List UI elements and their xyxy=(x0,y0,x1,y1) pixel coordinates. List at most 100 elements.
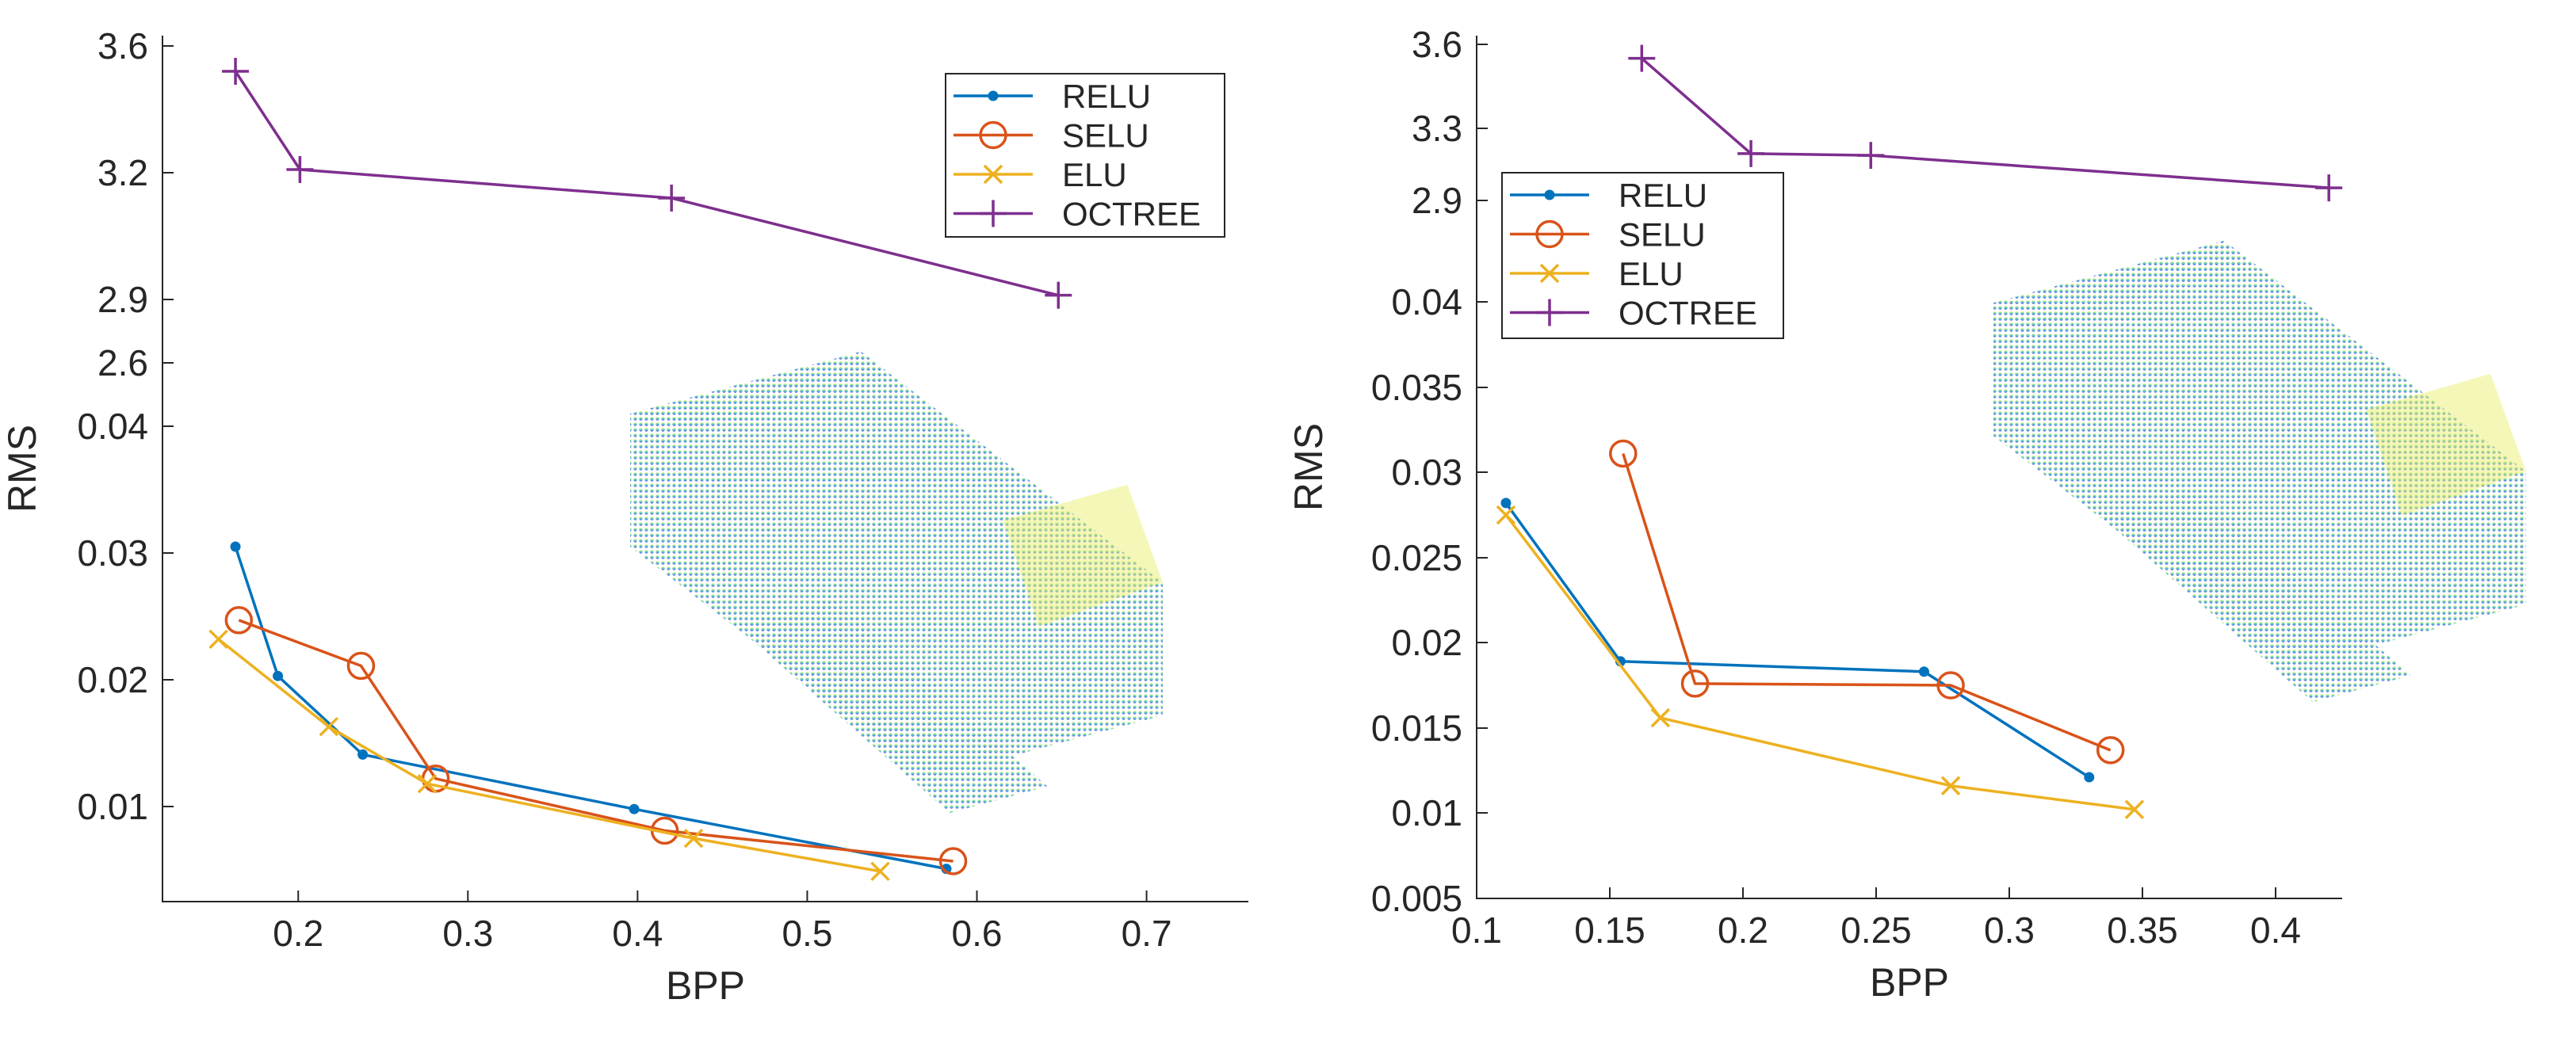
legend-label-elu: ELU xyxy=(1062,156,1127,193)
data-point-relu xyxy=(230,541,241,552)
y-tick-label: 0.01 xyxy=(1391,792,1462,833)
point-cloud-inset-1 xyxy=(1993,240,2526,703)
y-tick-label: 0.02 xyxy=(77,659,148,700)
legend-label-octree: OCTREE xyxy=(1619,295,1757,332)
legend-entry-octree: OCTREE xyxy=(954,196,1201,233)
data-point-selu xyxy=(1609,439,1638,468)
series-octree xyxy=(222,58,1072,309)
data-point-elu xyxy=(1496,505,1516,525)
legend-entry-relu: RELU xyxy=(1510,177,1707,214)
x-tick-label: 0.6 xyxy=(952,913,1003,954)
legend-label-elu: ELU xyxy=(1619,255,1684,292)
x-tick-label: 0.35 xyxy=(2107,910,2178,951)
data-point-octree xyxy=(1045,281,1072,309)
legend-marker-selu xyxy=(1535,219,1564,249)
series-octree xyxy=(1628,44,2343,202)
data-point-relu xyxy=(629,803,640,814)
data-point-selu xyxy=(224,606,254,635)
x-tick-label: 0.4 xyxy=(612,913,663,954)
y-tick-label: 0.04 xyxy=(77,406,148,447)
point-cloud-shelf xyxy=(736,600,1048,814)
point-cloud-side xyxy=(2366,373,2526,516)
x-tick-label: 0.3 xyxy=(1984,910,2035,951)
point-cloud-back xyxy=(630,351,888,445)
legend-marker-elu xyxy=(983,164,1003,185)
x-tick-label: 0.2 xyxy=(273,913,323,954)
data-point-relu xyxy=(1500,498,1512,509)
legend-marker-elu xyxy=(1539,263,1560,284)
legend-entry-selu: SELU xyxy=(954,117,1149,154)
y-tick-label: 2.6 xyxy=(97,342,148,383)
series-line-selu xyxy=(238,619,954,863)
y-tick-label: 0.015 xyxy=(1371,707,1462,749)
legend-label-octree: OCTREE xyxy=(1062,196,1201,233)
data-point-elu xyxy=(208,629,228,650)
point-cloud-back xyxy=(1993,240,2251,334)
legend-marker-selu xyxy=(979,120,1007,150)
x-axis-label: BPP xyxy=(666,963,745,1008)
legend-entry-octree: OCTREE xyxy=(1510,295,1757,332)
x-tick-label: 0.1 xyxy=(1451,910,1502,951)
data-point-selu xyxy=(938,847,968,875)
data-point-octree xyxy=(1857,142,1885,170)
data-point-selu xyxy=(2096,736,2125,765)
legend-marker-octree xyxy=(1536,299,1563,326)
legend-label-selu: SELU xyxy=(1062,117,1149,154)
series-line-octree xyxy=(1641,57,2329,189)
y-tick-label: 3.6 xyxy=(97,25,148,67)
y-tick-label: 2.9 xyxy=(97,279,148,320)
legend-marker-relu xyxy=(988,90,999,101)
y-tick-label: 0.025 xyxy=(1371,537,1462,578)
y-tick-label: 3.2 xyxy=(97,152,148,193)
data-point-relu xyxy=(357,749,369,760)
point-cloud-side xyxy=(1003,484,1163,627)
y-tick-label: 2.9 xyxy=(1412,180,1462,221)
legend-marker-relu xyxy=(1544,189,1555,200)
data-point-octree xyxy=(286,156,314,183)
data-point-octree xyxy=(658,185,686,212)
legend-entry-selu: SELU xyxy=(1510,216,1706,254)
series-line-octree xyxy=(234,71,1059,297)
x-tick-label: 0.4 xyxy=(2250,910,2301,951)
y-tick-label: 3.6 xyxy=(1412,24,1462,65)
y-axis-label: RMS xyxy=(1286,423,1331,511)
data-point-octree xyxy=(222,58,250,85)
series-line-relu xyxy=(1504,502,2090,779)
x-tick-label: 0.15 xyxy=(1574,910,1645,951)
data-point-octree xyxy=(2315,174,2343,202)
data-point-elu xyxy=(2124,799,2145,819)
legend-marker-octree xyxy=(980,200,1007,227)
point-cloud-body xyxy=(1993,240,2526,667)
y-axis-label: RMS xyxy=(0,425,44,513)
legend-label-relu: RELU xyxy=(1619,177,1707,214)
y-tick-label: 3.3 xyxy=(1412,108,1462,149)
data-point-elu xyxy=(319,716,339,737)
y-tick-label: 0.03 xyxy=(1391,452,1462,493)
x-axis-label: BPP xyxy=(1870,960,1949,1005)
y-tick-label: 0.04 xyxy=(1391,281,1462,322)
data-point-elu xyxy=(1940,776,1961,795)
data-point-selu xyxy=(346,651,376,681)
series-relu xyxy=(1500,498,2095,783)
x-tick-label: 0.7 xyxy=(1122,913,1172,954)
data-point-octree xyxy=(1628,44,1656,72)
data-point-selu xyxy=(1680,669,1710,698)
data-point-relu xyxy=(2084,772,2095,783)
x-tick-label: 0.25 xyxy=(1840,910,1912,951)
series-selu xyxy=(1609,439,2125,765)
legend-entry-elu: ELU xyxy=(954,156,1127,193)
y-tick-label: 0.035 xyxy=(1371,367,1462,408)
series-elu xyxy=(208,629,890,882)
legend-label-relu: RELU xyxy=(1062,78,1151,115)
chart-panel-right: 0.1 0.15 0.2 0.25 0.3 0.35 0.4 0.005 0.01 0.015 0.… xyxy=(1286,24,2526,1005)
point-cloud-shelf xyxy=(2100,489,2411,703)
x-tick-label: 0.3 xyxy=(442,913,493,954)
series-line-elu xyxy=(1504,513,2135,811)
legend-label-selu: SELU xyxy=(1619,216,1706,254)
y-tick-label: 0.02 xyxy=(1391,622,1462,663)
data-point-relu xyxy=(1918,666,1929,677)
data-point-octree xyxy=(1737,139,1765,167)
